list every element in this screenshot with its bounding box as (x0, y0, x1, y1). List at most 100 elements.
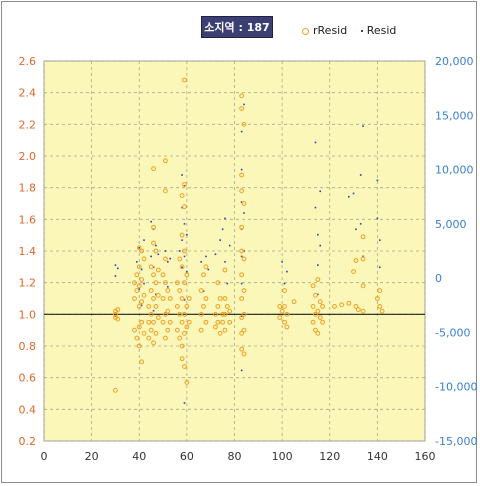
y-tick-label: 2.2 (19, 118, 37, 131)
rresid-point (215, 319, 221, 325)
rresid-point (139, 299, 145, 305)
y2-tick-label: -10,000 (435, 381, 477, 394)
rresid-point (217, 296, 223, 301)
rresid-point (179, 319, 185, 325)
resid-point (117, 267, 119, 270)
rresid-point (155, 292, 161, 298)
resid-point (219, 239, 222, 241)
rresid-point (163, 256, 168, 262)
rresid-point (182, 330, 187, 336)
resid-point (157, 253, 160, 256)
rresid-point (239, 248, 245, 254)
rresid-point (136, 283, 142, 289)
resid-point (317, 264, 319, 266)
rresid-point (163, 280, 168, 286)
y-tick-label: 1.2 (19, 277, 37, 290)
rresid-point (174, 304, 180, 309)
resid-point (240, 130, 243, 133)
resid-point (243, 103, 245, 106)
legend-label-rresid: rResid (313, 24, 348, 37)
resid-point (221, 228, 224, 231)
resid-point (226, 282, 229, 285)
rresid-point (353, 258, 359, 263)
rresid-point (241, 121, 247, 127)
rresid-point (186, 296, 192, 301)
legend-marker-rresid (302, 27, 309, 35)
y2-tick-label: 10,000 (435, 164, 474, 177)
y-tick-label: 2.4 (19, 87, 37, 100)
rresid-point (151, 272, 156, 278)
legend-marker-resid (360, 30, 363, 32)
y2-tick-label: 15,000 (435, 109, 474, 122)
rresid-point (160, 272, 166, 278)
legend-item-resid: Resid (360, 24, 396, 37)
rresid-point (282, 319, 287, 325)
rresid-point (239, 296, 245, 301)
rresid-point (284, 311, 290, 317)
rresid-point (198, 288, 204, 293)
x-tick-label: 20 (85, 450, 99, 463)
rresid-point (182, 182, 187, 187)
rresid-point (141, 256, 147, 262)
rresid-point (141, 330, 147, 336)
resid-point (240, 201, 243, 203)
resid-point (181, 174, 183, 176)
resid-point (286, 270, 288, 273)
resid-point (240, 255, 243, 258)
rresid-point (146, 319, 152, 325)
rresid-point (310, 319, 316, 325)
rresid-point (332, 304, 337, 309)
resid-point (183, 223, 186, 225)
y-tick-label: 1.4 (19, 245, 37, 258)
rresid-point (201, 304, 206, 309)
resid-point (362, 125, 364, 127)
y-tick-label: 0.2 (19, 435, 37, 448)
rresid-point (224, 304, 230, 309)
rresid-point (315, 330, 321, 336)
resid-point (240, 168, 243, 171)
rresid-point (115, 307, 121, 312)
rresid-point (227, 319, 233, 325)
rresid-point (201, 272, 206, 278)
x-tick-label: 80 (228, 450, 242, 463)
y-tick-label: 0.4 (19, 403, 37, 416)
rresid-point (155, 267, 161, 273)
rresid-point (203, 296, 209, 301)
rresid-point (141, 292, 147, 298)
resid-point (183, 299, 186, 301)
resid-point (183, 402, 186, 404)
y2-tick-label: -5,000 (435, 326, 470, 339)
rresid-point (241, 311, 247, 317)
resid-point (240, 369, 243, 372)
rresid-point (377, 288, 383, 293)
rresid-point (160, 296, 166, 301)
rresid-point (360, 308, 366, 314)
resid-point (143, 239, 145, 241)
rresid-point (213, 324, 218, 330)
rresid-point (353, 304, 359, 309)
resid-point (376, 179, 379, 182)
rresid-point (179, 356, 185, 362)
resid-point (186, 270, 188, 273)
x-tick-label: 160 (415, 450, 436, 463)
rresid-point (313, 292, 318, 298)
rresid-point (179, 296, 185, 301)
resid-point (164, 250, 167, 252)
rresid-point (139, 248, 145, 254)
resid-point (348, 195, 350, 198)
rresid-point (239, 346, 245, 352)
rresid-point (163, 335, 168, 341)
resid-point (317, 293, 319, 296)
rresid-point (239, 106, 245, 111)
resid-point (186, 233, 188, 236)
rresid-point (215, 304, 221, 309)
rresid-point (282, 288, 287, 293)
rresid-point (241, 256, 247, 262)
rresid-point (203, 264, 209, 270)
rresid-point (222, 311, 228, 317)
resid-point (136, 261, 138, 263)
resid-point (224, 261, 226, 263)
rresid-point (160, 319, 166, 325)
rresid-point (165, 327, 171, 333)
rresid-point (151, 224, 156, 230)
